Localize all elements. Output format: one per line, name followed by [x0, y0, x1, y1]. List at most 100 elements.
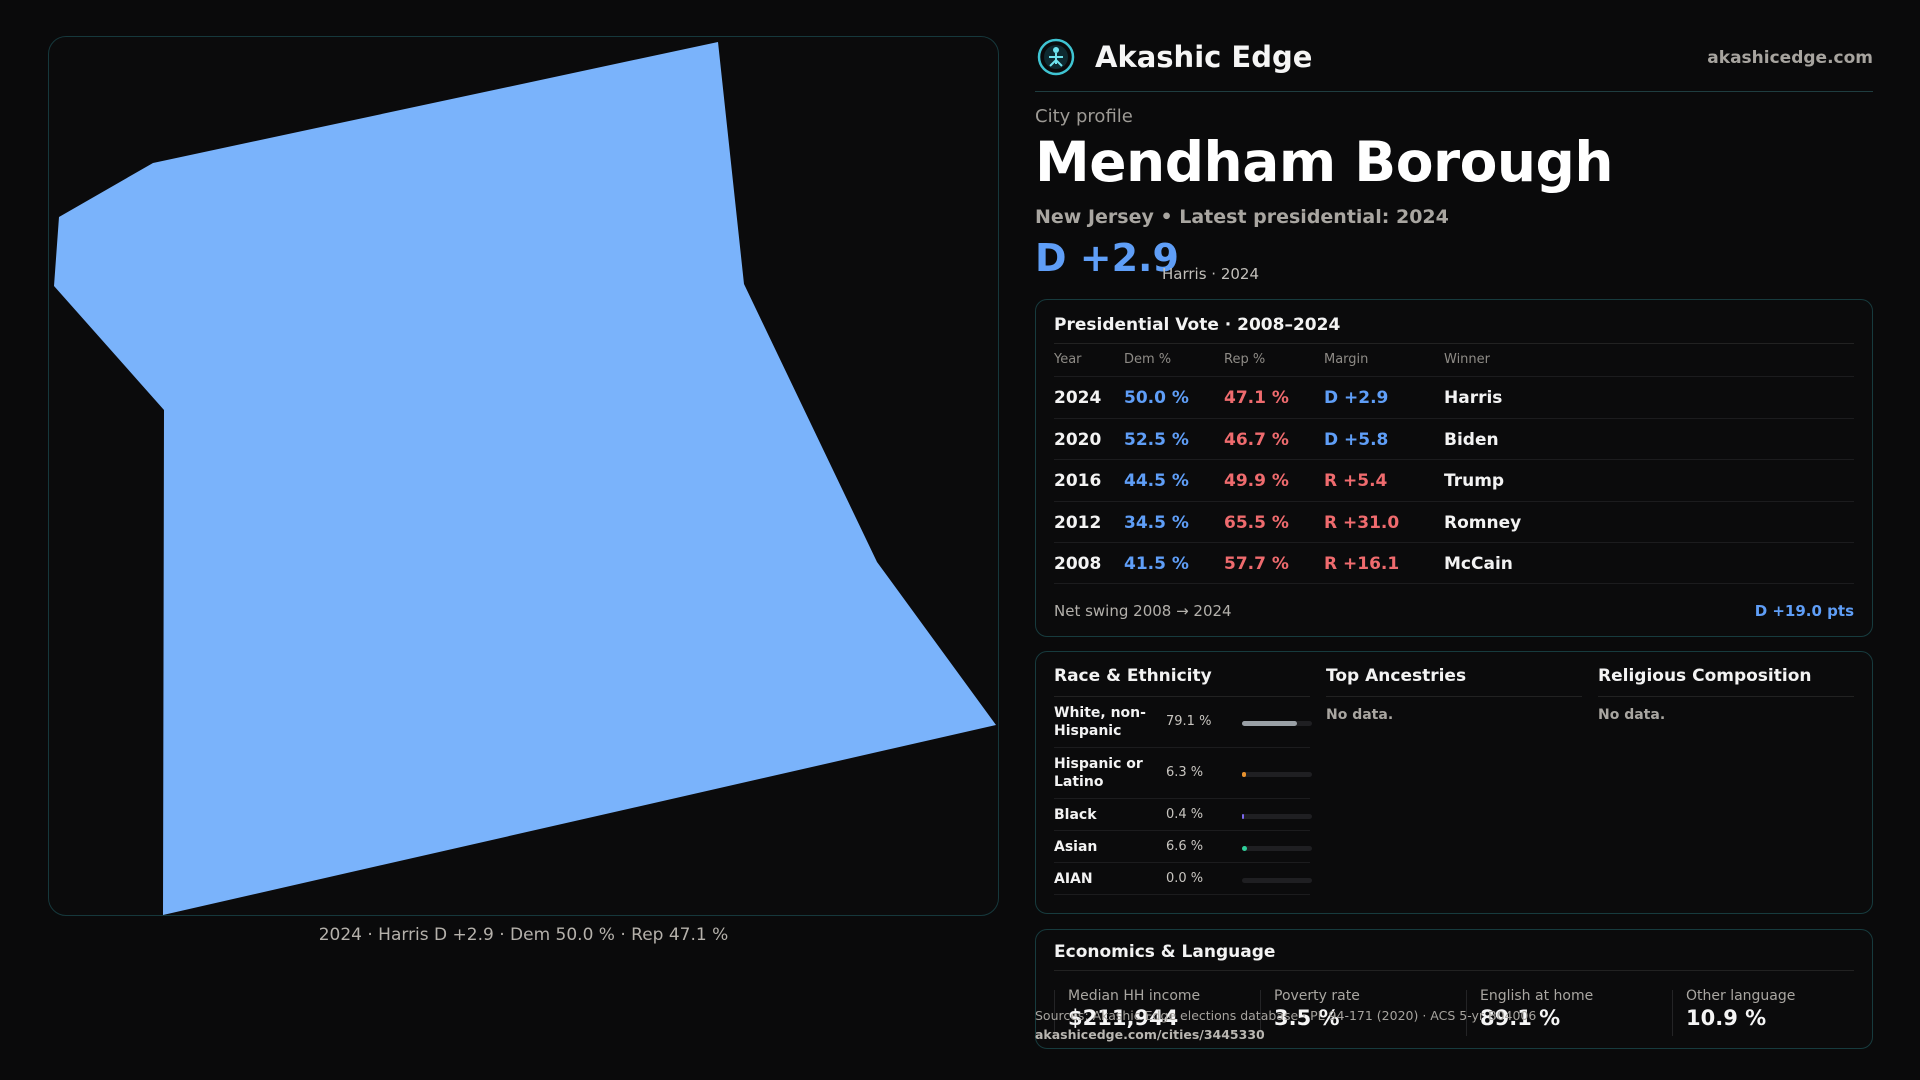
race-label: AIAN — [1054, 871, 1093, 887]
race-value: 6.6 % — [1166, 839, 1204, 854]
state-and-election-subtitle: New Jersey • Latest presidential: 2024 — [1035, 206, 1449, 228]
race-bar-track — [1242, 721, 1312, 726]
stat-other-language: Other language 10.9 % — [1686, 988, 1866, 1030]
top-ancestries-title: Top Ancestries — [1326, 666, 1582, 697]
city-boundary-shape-svg — [54, 42, 996, 915]
table-row: 2008 41.5 % 57.7 % R +16.1 McCain — [1054, 542, 1854, 584]
row-rep-pct: 65.5 % — [1224, 512, 1289, 533]
race-bar-track — [1242, 878, 1312, 883]
row-rep-pct: 46.7 % — [1224, 429, 1289, 450]
row-year: 2020 — [1054, 429, 1102, 450]
page-eyebrow: City profile — [1035, 106, 1133, 127]
col-header-year: Year — [1054, 352, 1082, 367]
presidential-vote-title: Presidential Vote · 2008–2024 — [1054, 315, 1341, 335]
race-label: Hispanic or Latino — [1054, 756, 1143, 790]
stat-divider — [1466, 990, 1467, 1036]
row-winner: Biden — [1444, 429, 1499, 450]
akashic-logo-icon[interactable] — [1037, 38, 1075, 76]
table-row: 2024 50.0 % 47.1 % D +2.9 Harris — [1054, 376, 1854, 418]
economics-language-card: Economics & Language Median HH income $2… — [1035, 929, 1873, 1049]
row-dem-pct: 50.0 % — [1124, 388, 1189, 408]
divider — [1054, 343, 1854, 344]
stat-value: 89.1 % — [1480, 1006, 1561, 1030]
religious-composition-title: Religious Composition — [1598, 666, 1854, 697]
row-margin: D +2.9 — [1324, 388, 1389, 408]
list-item: Black 0.4 % — [1054, 799, 1312, 831]
row-winner: Trump — [1444, 471, 1505, 491]
row-rep-pct: 49.9 % — [1224, 471, 1289, 491]
top-ancestries-section: Top Ancestries No data. — [1326, 666, 1582, 723]
race-bar-fill — [1242, 721, 1297, 726]
city-boundary-map[interactable] — [48, 36, 999, 916]
race-value: 79.1 % — [1166, 714, 1212, 729]
race-bar-track — [1242, 772, 1312, 777]
brand-header: Akashic Edge akashicedge.com — [1035, 36, 1873, 92]
row-dem-pct: 44.5 % — [1124, 471, 1189, 491]
race-label: Asian — [1054, 839, 1098, 855]
stat-english-at-home: English at home 89.1 % — [1480, 988, 1660, 1030]
stat-label: Poverty rate — [1274, 988, 1360, 1004]
stat-divider — [1054, 990, 1055, 1036]
city-boundary-polygon[interactable] — [54, 42, 996, 915]
row-year: 2016 — [1054, 471, 1102, 491]
col-header-dem: Dem % — [1124, 352, 1172, 367]
map-caption: 2024 · Harris D +2.9 · Dem 50.0 % · Rep … — [318, 925, 729, 945]
top-ancestries-empty: No data. — [1326, 707, 1394, 723]
list-item: Hispanic or Latino 6.3 % — [1054, 748, 1312, 799]
row-year: 2024 — [1054, 388, 1102, 408]
table-row: 2020 52.5 % 46.7 % D +5.8 Biden — [1054, 417, 1854, 460]
stat-divider — [1260, 990, 1261, 1036]
row-margin: R +5.4 — [1324, 471, 1388, 491]
latest-margin: D +2.9 — [1035, 236, 1179, 280]
stat-label: English at home — [1480, 988, 1594, 1004]
vote-table-body: 2024 50.0 % 47.1 % D +2.9 Harris 2020 52… — [1054, 376, 1854, 584]
race-bar-fill — [1242, 846, 1247, 851]
divider — [1054, 970, 1854, 971]
page-title: Mendham Borough — [1035, 130, 1614, 194]
stat-median-income: Median HH income $211,944 — [1068, 988, 1248, 1030]
religious-composition-empty: No data. — [1598, 707, 1666, 723]
stat-divider — [1672, 990, 1673, 1036]
row-margin: R +16.1 — [1324, 554, 1400, 574]
race-value: 0.4 % — [1166, 807, 1204, 822]
col-header-margin: Margin — [1324, 352, 1369, 367]
row-dem-pct: 52.5 % — [1124, 429, 1189, 450]
table-row: 2012 34.5 % 65.5 % R +31.0 Romney — [1054, 500, 1854, 543]
stat-label: Median HH income — [1068, 988, 1201, 1004]
race-ethnicity-title: Race & Ethnicity — [1054, 666, 1310, 697]
col-header-winner: Winner — [1444, 352, 1491, 367]
table-row: 2016 44.5 % 49.9 % R +5.4 Trump — [1054, 459, 1854, 501]
row-winner: McCain — [1444, 554, 1513, 574]
stat-poverty-rate: Poverty rate 3.5 % — [1274, 988, 1454, 1030]
race-bar-fill — [1242, 772, 1246, 777]
race-bar-track — [1242, 814, 1312, 819]
brand-name[interactable]: Akashic Edge — [1095, 40, 1313, 74]
race-value: 0.0 % — [1166, 871, 1204, 886]
row-rep-pct: 57.7 % — [1224, 554, 1289, 574]
sources-footer: Sources: Akashic Edge elections database… — [1035, 1006, 1536, 1044]
row-dem-pct: 41.5 % — [1124, 554, 1189, 574]
row-year: 2008 — [1054, 554, 1102, 574]
vote-table-header: Year Dem % Rep % Margin Winner — [1054, 352, 1854, 376]
city-page-url-link[interactable]: akashicedge.com/cities/3445330 — [1035, 1027, 1265, 1042]
stat-value: 3.5 % — [1274, 1006, 1340, 1030]
list-item: Asian 6.6 % — [1054, 831, 1312, 863]
row-rep-pct: 47.1 % — [1224, 388, 1289, 408]
race-label: Black — [1054, 807, 1097, 823]
presidential-vote-card: Presidential Vote · 2008–2024 Year Dem %… — [1035, 299, 1873, 637]
list-item: AIAN 0.0 % — [1054, 863, 1312, 895]
stat-label: Other language — [1686, 988, 1796, 1004]
race-bar-fill — [1242, 814, 1244, 819]
race-ethnicity-section: Race & Ethnicity White, non-Hispanic 79.… — [1054, 666, 1312, 895]
net-swing-label: Net swing 2008 → 2024 — [1054, 602, 1232, 620]
row-dem-pct: 34.5 % — [1124, 512, 1189, 533]
row-year: 2012 — [1054, 512, 1102, 533]
race-label: White, non-Hispanic — [1054, 705, 1146, 739]
net-swing-value: D +19.0 pts — [1754, 602, 1854, 620]
row-winner: Harris — [1444, 388, 1503, 408]
list-item: White, non-Hispanic 79.1 % — [1054, 697, 1312, 748]
economics-language-title: Economics & Language — [1054, 942, 1276, 962]
stat-value: 10.9 % — [1686, 1006, 1767, 1030]
brand-url-link[interactable]: akashicedge.com — [1707, 48, 1873, 68]
demographics-card: Race & Ethnicity White, non-Hispanic 79.… — [1035, 651, 1873, 914]
